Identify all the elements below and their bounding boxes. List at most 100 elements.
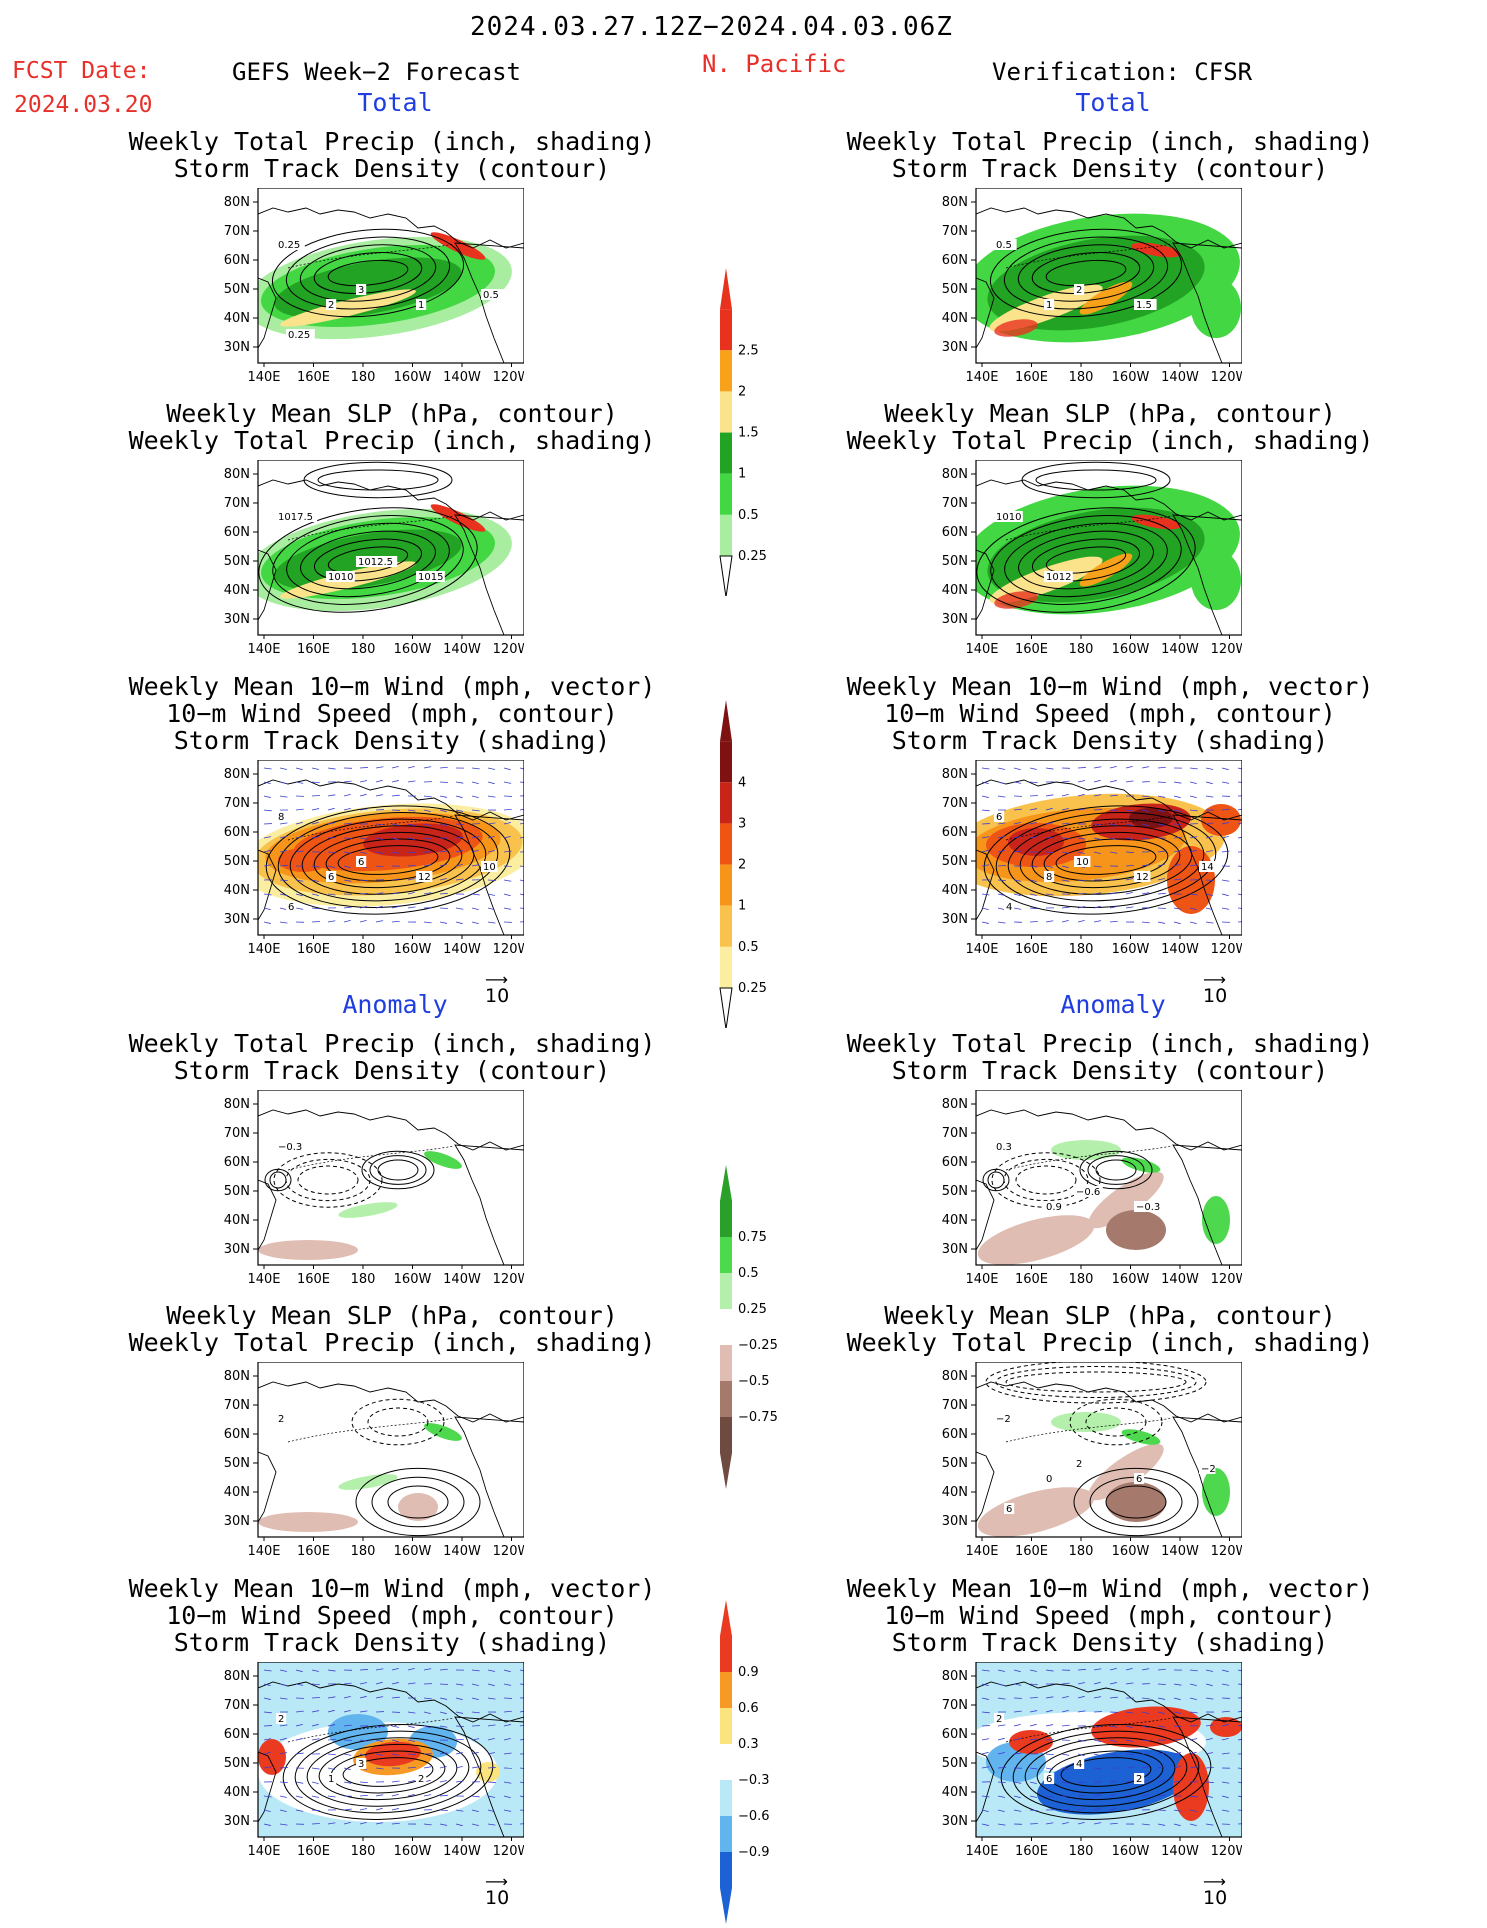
- svg-text:2: 2: [418, 1774, 424, 1785]
- svg-text:2: 2: [328, 300, 334, 311]
- lat-tick-label: 80N: [942, 1097, 968, 1112]
- lon-tick-label: 180: [351, 942, 376, 957]
- lon-tick-label: 140W: [443, 942, 481, 957]
- svg-text:2: 2: [1076, 1459, 1082, 1470]
- colorbar-label: −0.9: [738, 1845, 770, 1860]
- lat-tick-label: 70N: [224, 1698, 250, 1713]
- lon-tick-label: 140W: [1161, 642, 1199, 657]
- colorbar-label: 3: [738, 816, 746, 831]
- lat-tick-label: 50N: [224, 854, 250, 869]
- svg-text:−2: −2: [996, 1414, 1011, 1425]
- colorbar-label: −0.6: [738, 1809, 770, 1824]
- lon-tick-label: 140E: [247, 370, 280, 385]
- svg-text:6: 6: [358, 857, 364, 868]
- lon-tick-label: 140E: [965, 370, 998, 385]
- lat-tick-label: 50N: [942, 1184, 968, 1199]
- colorbar-label: 1: [738, 899, 746, 914]
- lat-tick-label: 40N: [942, 311, 968, 326]
- svg-text:0.9: 0.9: [1046, 1202, 1062, 1213]
- lon-tick-label: 180: [351, 1544, 376, 1559]
- lon-tick-label: 160W: [394, 370, 432, 385]
- region-title: N. Pacific: [702, 50, 847, 78]
- lat-tick-label: 30N: [942, 1814, 968, 1829]
- panel-title: Weekly Total Precip (inch, shading)Storm…: [810, 1030, 1410, 1084]
- lat-tick-label: 60N: [224, 1427, 250, 1442]
- svg-text:3: 3: [358, 1759, 364, 1770]
- svg-text:8: 8: [278, 812, 284, 823]
- svg-text:1: 1: [328, 1774, 334, 1785]
- svg-text:1010: 1010: [328, 572, 353, 583]
- lon-tick-label: 180: [351, 370, 376, 385]
- lon-tick-label: 140E: [965, 642, 998, 657]
- lat-tick-label: 50N: [224, 1184, 250, 1199]
- lat-tick-label: 80N: [224, 767, 250, 782]
- colorbar-label: 0.5: [738, 1266, 759, 1281]
- colorbar-label: −0.5: [738, 1374, 770, 1389]
- colorbar-label: −0.3: [738, 1773, 770, 1788]
- svg-text:1: 1: [1046, 300, 1052, 311]
- lon-tick-label: 160W: [1112, 1844, 1150, 1859]
- lon-tick-label: 160W: [394, 1844, 432, 1859]
- lat-tick-label: 80N: [224, 1097, 250, 1112]
- lat-tick-label: 70N: [942, 1126, 968, 1141]
- lat-tick-label: 30N: [224, 1242, 250, 1257]
- lat-tick-label: 60N: [942, 1727, 968, 1742]
- lat-tick-label: 30N: [942, 1514, 968, 1529]
- svg-text:12: 12: [418, 872, 431, 883]
- lon-tick-label: 160W: [394, 942, 432, 957]
- lon-tick-label: 180: [351, 1272, 376, 1287]
- date-range-title: 2024.03.27.12Z−2024.04.03.06Z: [470, 12, 953, 42]
- svg-text:14: 14: [1201, 862, 1214, 873]
- panel-title: Weekly Mean 10−m Wind (mph, vector)10−m …: [810, 673, 1410, 754]
- lat-tick-label: 70N: [942, 1698, 968, 1713]
- lon-tick-label: 160E: [297, 1272, 330, 1287]
- verification-title: Verification: CFSR: [992, 58, 1252, 86]
- lon-tick-label: 160E: [1015, 642, 1048, 657]
- lon-tick-label: 120W: [1211, 1272, 1242, 1287]
- lat-tick-label: 60N: [224, 525, 250, 540]
- panel-title: Weekly Mean 10−m Wind (mph, vector)10−m …: [810, 1575, 1410, 1656]
- svg-text:4: 4: [1006, 902, 1012, 913]
- lat-tick-label: 70N: [224, 496, 250, 511]
- lat-tick-label: 30N: [224, 612, 250, 627]
- lat-tick-label: 60N: [224, 825, 250, 840]
- lon-tick-label: 140E: [247, 1844, 280, 1859]
- colorbar-label: −0.75: [738, 1410, 778, 1425]
- lon-tick-label: 180: [1069, 370, 1094, 385]
- svg-text:−0.6: −0.6: [1076, 1187, 1100, 1198]
- panel-title: Weekly Mean SLP (hPa, contour)Weekly Tot…: [92, 1302, 692, 1356]
- fcst-date-label: FCST Date:: [12, 58, 150, 84]
- svg-text:0.5: 0.5: [996, 240, 1012, 251]
- lat-tick-label: 70N: [942, 224, 968, 239]
- lon-tick-label: 120W: [493, 1844, 524, 1859]
- lat-tick-label: 60N: [224, 253, 250, 268]
- lon-tick-label: 160E: [297, 370, 330, 385]
- lon-tick-label: 120W: [1211, 942, 1242, 957]
- lon-tick-label: 140E: [247, 1544, 280, 1559]
- lon-tick-label: 160W: [1112, 370, 1150, 385]
- lon-tick-label: 140E: [965, 942, 998, 957]
- lon-tick-label: 180: [1069, 1272, 1094, 1287]
- lon-tick-label: 120W: [1211, 642, 1242, 657]
- lat-tick-label: 40N: [224, 311, 250, 326]
- vector-reference-label: ⟶10: [485, 975, 509, 1007]
- lon-tick-label: 140W: [443, 1544, 481, 1559]
- section-total-right: Total: [963, 88, 1263, 117]
- lon-tick-label: 160E: [1015, 942, 1048, 957]
- lon-tick-label: 160W: [1112, 942, 1150, 957]
- svg-text:4: 4: [1076, 1759, 1082, 1770]
- svg-text:1017.5: 1017.5: [278, 512, 313, 523]
- lon-tick-label: 140E: [247, 1272, 280, 1287]
- panel-title: Weekly Total Precip (inch, shading)Storm…: [92, 128, 692, 182]
- svg-text:1010: 1010: [996, 512, 1021, 523]
- colorbar-label: 1.5: [738, 426, 759, 441]
- lat-tick-label: 60N: [942, 825, 968, 840]
- lon-tick-label: 160W: [1112, 642, 1150, 657]
- lat-tick-label: 80N: [224, 1369, 250, 1384]
